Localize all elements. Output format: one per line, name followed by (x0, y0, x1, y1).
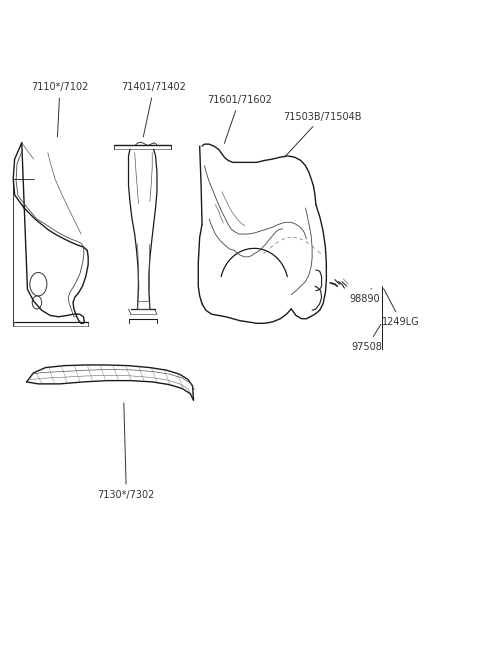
Text: 1249LG: 1249LG (383, 288, 420, 327)
Text: 98890: 98890 (349, 288, 380, 304)
Text: 97508: 97508 (351, 325, 383, 351)
Text: 7130*/7302: 7130*/7302 (97, 403, 155, 499)
Text: 71601/71602: 71601/71602 (207, 95, 272, 143)
Text: 71503B/71504B: 71503B/71504B (283, 112, 361, 157)
Text: 71401/71402: 71401/71402 (121, 83, 186, 137)
Text: 7110*/7102: 7110*/7102 (31, 83, 89, 137)
